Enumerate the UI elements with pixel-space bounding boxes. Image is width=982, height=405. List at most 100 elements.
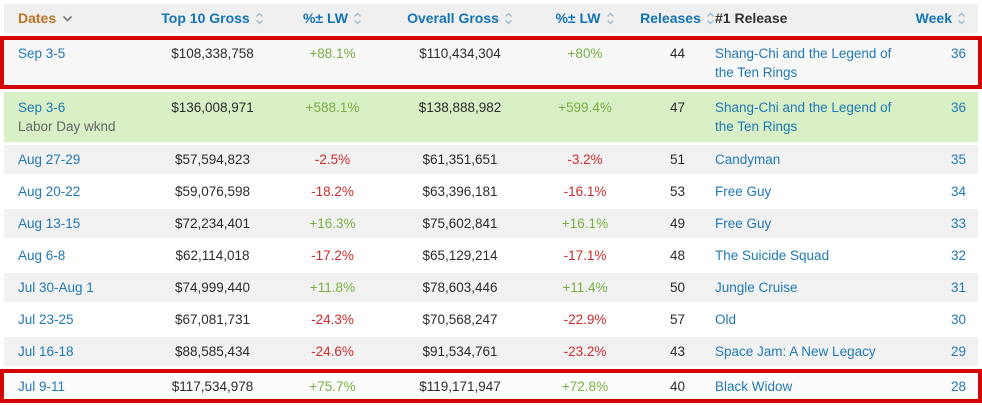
- releases-count: 44: [669, 46, 686, 61]
- release-title-link[interactable]: Free Guy: [715, 216, 772, 231]
- top10-pct-change: -17.2%: [311, 248, 354, 263]
- date-range-link[interactable]: Sep 3-5: [18, 46, 66, 61]
- top10-pct-change: +16.3%: [309, 216, 356, 231]
- overall-pct-change: -16.1%: [563, 184, 607, 199]
- overall-pct-change: +16.1%: [561, 216, 609, 231]
- column-header-top10-pct-lw[interactable]: %± LW: [275, 4, 390, 33]
- date-range-link[interactable]: Aug 13-15: [18, 216, 81, 231]
- column-header-label: Dates: [18, 10, 57, 26]
- table-row: Aug 27-29 $57,594,823 -2.5% $61,351,651 …: [4, 145, 978, 174]
- overall-pct-change: -22.9%: [563, 312, 607, 327]
- week-number-link[interactable]: 30: [950, 312, 966, 327]
- overall-pct-change: -3.2%: [567, 152, 603, 167]
- top10-pct-change: +11.8%: [309, 280, 356, 295]
- week-number-link[interactable]: 29: [950, 344, 966, 359]
- release-title-link[interactable]: Shang-Chi and the Legend of the Ten Ring…: [715, 100, 892, 134]
- column-header-number-one-release: #1 Release: [715, 4, 896, 33]
- dates-cell: Sep 3-6 Labor Day wknd: [4, 98, 150, 136]
- date-range-link[interactable]: Jul 23-25: [18, 312, 74, 327]
- date-range-link[interactable]: Aug 20-22: [18, 184, 81, 199]
- overall-pct-change: -17.1%: [563, 248, 607, 263]
- top10-gross-value: $108,338,758: [171, 46, 254, 61]
- dates-cell: Sep 3-5: [4, 44, 150, 63]
- sort-icon: [353, 12, 362, 25]
- top10-gross-value: $57,594,823: [174, 152, 251, 167]
- date-range-link[interactable]: Aug 6-8: [18, 248, 66, 263]
- sort-icon: [606, 12, 614, 25]
- dates-cell: Jul 30-Aug 1: [4, 278, 150, 297]
- column-header-label: #1 Release: [715, 10, 788, 26]
- release-title-link[interactable]: Black Widow: [715, 379, 793, 394]
- week-number-link[interactable]: 34: [950, 184, 966, 199]
- week-cell: 36: [896, 44, 978, 63]
- overall-gross-value: $65,129,214: [422, 248, 498, 263]
- overall-gross-value: $70,568,247: [422, 312, 498, 327]
- dates-cell: Jul 9-11: [4, 377, 150, 396]
- date-range-link[interactable]: Sep 3-6: [18, 100, 66, 115]
- top10-gross-value: $67,081,731: [174, 312, 251, 327]
- column-header-week[interactable]: Week: [896, 4, 978, 33]
- date-range-link[interactable]: Aug 27-29: [18, 152, 81, 167]
- overall-pct-change: +11.4%: [562, 280, 608, 295]
- dates-cell: Aug 13-15: [4, 214, 150, 233]
- dates-cell: Jul 16-18: [4, 342, 150, 361]
- top10-pct-change: -24.3%: [311, 312, 354, 327]
- week-number-link[interactable]: 35: [950, 152, 966, 167]
- column-header-label: Top 10 Gross: [161, 10, 250, 26]
- column-header-dates[interactable]: Dates: [4, 4, 150, 33]
- table-row: Aug 6-8 $62,114,018 -17.2% $65,129,214 -…: [4, 241, 978, 270]
- top10-gross-value: $59,076,598: [174, 184, 251, 199]
- release-title-link[interactable]: Free Guy: [715, 184, 772, 199]
- overall-gross-value: $63,396,181: [422, 184, 498, 199]
- week-number-link[interactable]: 33: [950, 216, 966, 231]
- release-title-link[interactable]: The Suicide Squad: [715, 248, 830, 263]
- column-header-overall-pct-lw[interactable]: %± LW: [530, 4, 640, 33]
- number-one-release-cell: Free Guy: [715, 182, 896, 201]
- release-title-link[interactable]: Candyman: [715, 152, 781, 167]
- releases-count: 53: [669, 184, 686, 199]
- date-range-link[interactable]: Jul 30-Aug 1: [18, 280, 94, 295]
- week-number-link[interactable]: 36: [950, 100, 966, 115]
- number-one-release-cell: Shang-Chi and the Legend of the Ten Ring…: [715, 98, 896, 136]
- column-header-releases[interactable]: Releases: [640, 4, 715, 33]
- week-number-link[interactable]: 31: [950, 280, 966, 295]
- dates-cell: Aug 27-29: [4, 150, 150, 169]
- table-row: Aug 13-15 $72,234,401 +16.3% $75,602,841…: [4, 209, 978, 238]
- overall-gross-value: $78,603,446: [422, 280, 498, 295]
- release-title-link[interactable]: Old: [715, 312, 737, 327]
- table-header-row: Dates Top 10 Gross %± LW Overall Gross %…: [4, 4, 978, 33]
- column-header-overall-gross[interactable]: Overall Gross: [390, 4, 530, 33]
- top10-gross-value: $136,008,971: [171, 100, 254, 115]
- week-number-link[interactable]: 36: [950, 46, 966, 61]
- week-cell: 33: [896, 214, 978, 233]
- week-cell: 34: [896, 182, 978, 201]
- releases-count: 51: [669, 152, 686, 167]
- week-cell: 32: [896, 246, 978, 265]
- top10-gross-value: $62,114,018: [175, 248, 250, 263]
- week-number-link[interactable]: 32: [950, 248, 966, 263]
- column-header-label: Week: [915, 10, 952, 26]
- releases-count: 47: [669, 100, 686, 115]
- table-row: Jul 30-Aug 1 $74,999,440 +11.8% $78,603,…: [4, 273, 978, 302]
- release-title-link[interactable]: Jungle Cruise: [715, 280, 798, 295]
- date-range-link[interactable]: Jul 16-18: [18, 344, 74, 359]
- date-range-link[interactable]: Jul 9-11: [18, 379, 66, 394]
- column-header-label: Overall Gross: [407, 10, 499, 26]
- week-cell: 28: [896, 377, 978, 396]
- number-one-release-cell: Space Jam: A New Legacy: [715, 342, 896, 361]
- table-row: Jul 23-25 $67,081,731 -24.3% $70,568,247…: [4, 305, 978, 334]
- table-row: Jul 16-18 $88,585,434 -24.6% $91,534,761…: [4, 337, 978, 366]
- column-header-top10-gross[interactable]: Top 10 Gross: [150, 4, 275, 33]
- column-header-label: %± LW: [302, 10, 348, 26]
- sort-icon: [255, 12, 263, 25]
- top10-gross-value: $88,585,434: [174, 344, 251, 359]
- number-one-release-cell: Black Widow: [715, 377, 896, 396]
- overall-gross-value: $61,351,651: [422, 152, 498, 167]
- date-note: Labor Day wknd: [18, 119, 116, 134]
- release-title-link[interactable]: Space Jam: A New Legacy: [715, 344, 876, 359]
- releases-count: 49: [669, 216, 686, 231]
- top10-gross-value: $74,999,440: [174, 280, 251, 295]
- week-number-link[interactable]: 28: [950, 379, 966, 394]
- release-title-link[interactable]: Shang-Chi and the Legend of the Ten Ring…: [715, 46, 892, 80]
